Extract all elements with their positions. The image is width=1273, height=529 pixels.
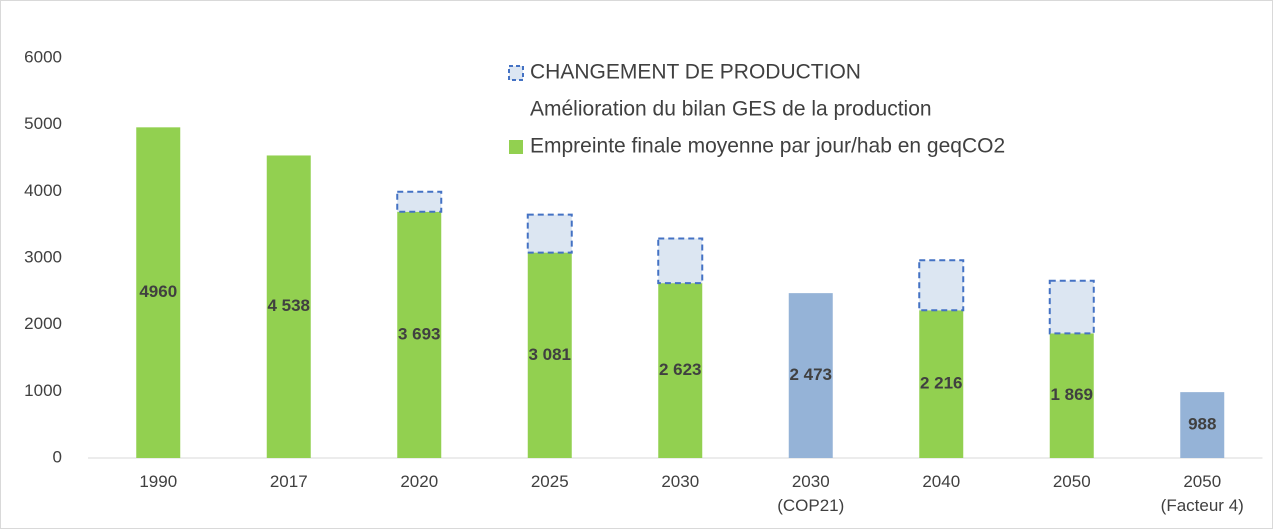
data-label: 4 538 bbox=[267, 296, 310, 315]
data-label: 2 216 bbox=[920, 374, 963, 393]
x-tick-line: 2040 bbox=[922, 472, 960, 491]
data-label: 3 693 bbox=[398, 324, 441, 343]
x-tick-label: 2030 bbox=[661, 472, 699, 491]
x-tick-line: 2020 bbox=[400, 472, 438, 491]
data-label: 988 bbox=[1188, 415, 1216, 434]
data-label: 2 623 bbox=[659, 360, 702, 379]
x-tick-line: 1990 bbox=[139, 472, 177, 491]
legend-label: Amélioration du bilan GES de la producti… bbox=[530, 98, 932, 121]
bar bbox=[1049, 333, 1094, 458]
bar bbox=[918, 259, 965, 312]
x-tick-line: 2050 bbox=[1183, 472, 1221, 491]
bar bbox=[526, 213, 573, 254]
bar bbox=[788, 293, 833, 458]
x-tick-label: 2050 (Facteur 4) bbox=[1161, 472, 1244, 515]
y-tick-label: 3000 bbox=[24, 247, 62, 266]
bar bbox=[1180, 392, 1225, 458]
data-label: 4960 bbox=[139, 282, 177, 301]
x-tick-label: 2040 bbox=[922, 472, 960, 491]
legend-swatch bbox=[509, 140, 523, 154]
x-tick-line: 2017 bbox=[270, 472, 308, 491]
x-tick-line: 2030 bbox=[661, 472, 699, 491]
x-tick-label: 1990 bbox=[139, 472, 177, 491]
x-tick-line: 2030 bbox=[792, 472, 830, 491]
x-tick-label: 2017 bbox=[270, 472, 308, 491]
y-tick-label: 6000 bbox=[24, 47, 62, 66]
y-tick-label: 1000 bbox=[24, 381, 62, 400]
x-tick-label: 2030 (COP21) bbox=[777, 472, 844, 515]
legend-swatch bbox=[509, 103, 523, 117]
y-tick-label: 4000 bbox=[24, 181, 62, 200]
bar bbox=[396, 190, 443, 213]
bar bbox=[658, 283, 703, 458]
bar bbox=[397, 211, 442, 458]
bar bbox=[266, 155, 311, 458]
x-tick-line: (Facteur 4) bbox=[1161, 496, 1244, 515]
bar bbox=[1048, 279, 1095, 335]
y-tick-label: 5000 bbox=[24, 114, 62, 133]
x-tick-line: 2025 bbox=[531, 472, 569, 491]
bar bbox=[657, 237, 704, 285]
data-label: 3 081 bbox=[528, 345, 571, 364]
bar bbox=[136, 127, 181, 458]
data-label: 2 473 bbox=[789, 365, 832, 384]
legend-label: CHANGEMENT DE PRODUCTION bbox=[530, 61, 861, 84]
x-tick-line: 2050 bbox=[1053, 472, 1091, 491]
x-tick-label: 2050 bbox=[1053, 472, 1091, 491]
legend-swatch bbox=[508, 65, 524, 81]
x-tick-label: 2020 bbox=[400, 472, 438, 491]
x-tick-line: (COP21) bbox=[777, 496, 844, 515]
bar bbox=[919, 310, 964, 458]
x-tick-label: 2025 bbox=[531, 472, 569, 491]
y-tick-label: 2000 bbox=[24, 314, 62, 333]
y-tick-label: 0 bbox=[53, 447, 62, 466]
legend-label: Empreinte finale moyenne par jour/hab en… bbox=[530, 135, 1005, 158]
data-label: 1 869 bbox=[1050, 385, 1093, 404]
bar bbox=[527, 252, 572, 458]
